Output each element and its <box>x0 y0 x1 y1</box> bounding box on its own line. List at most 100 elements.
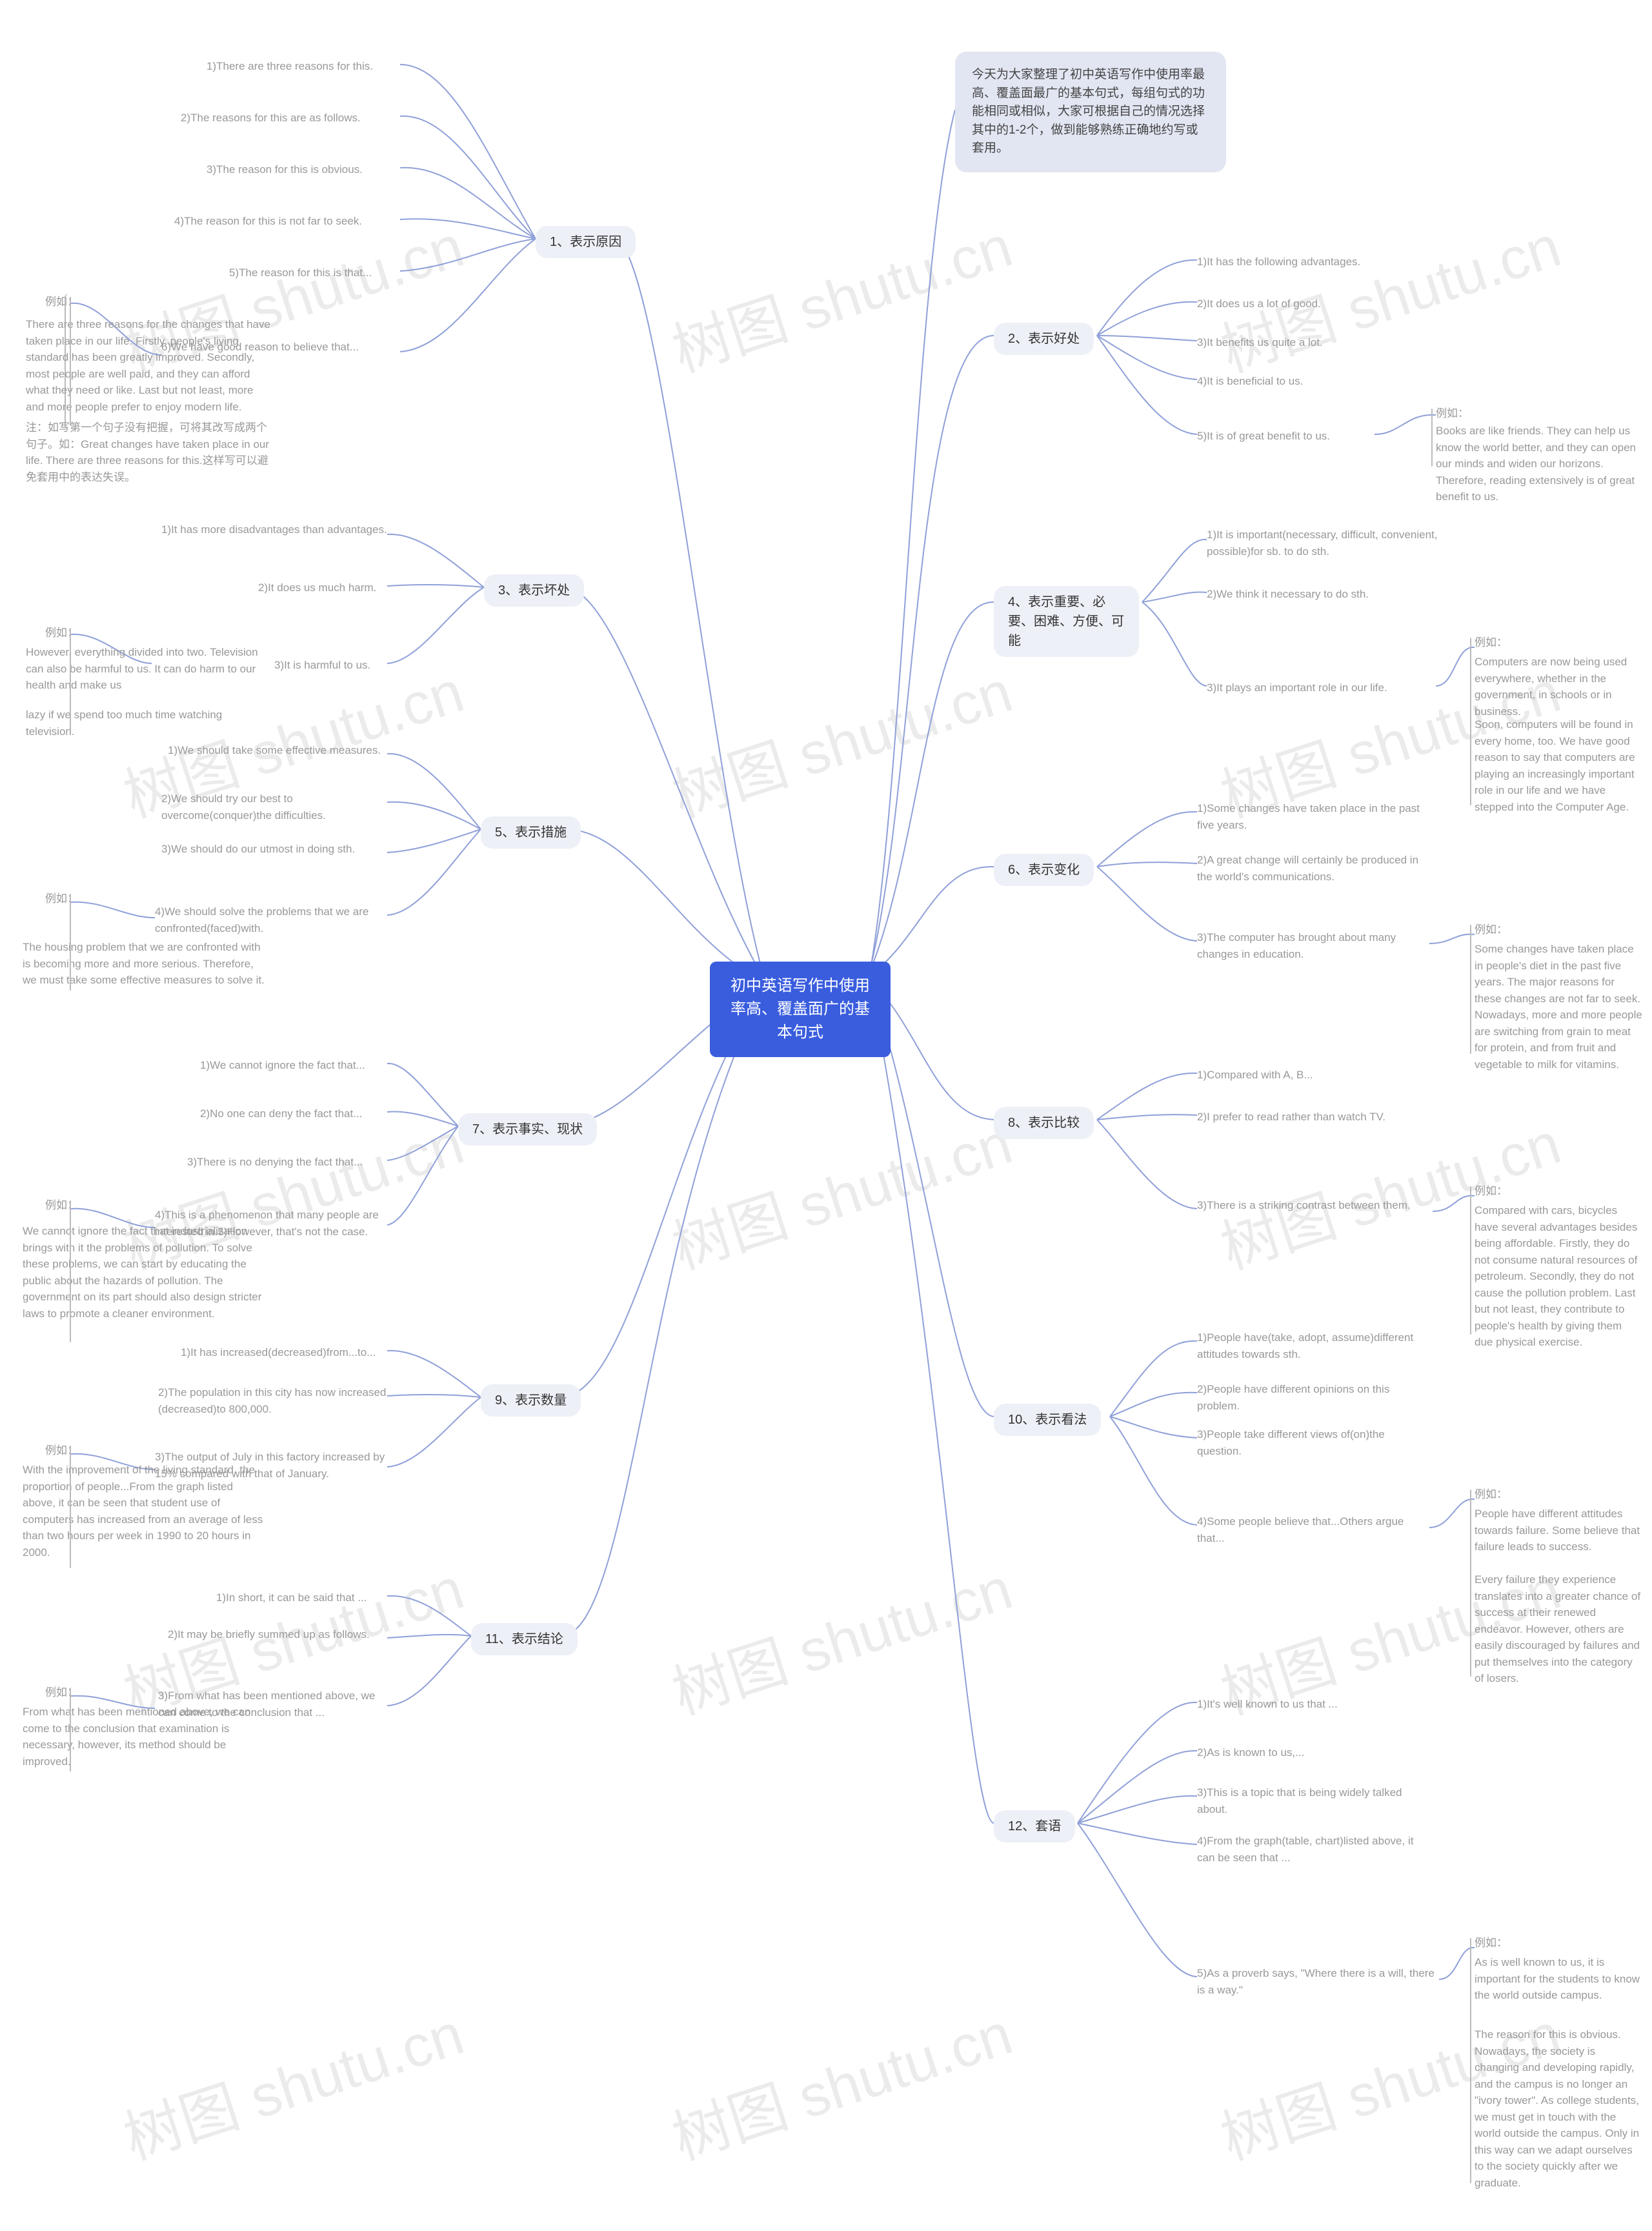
leaf-6-2: 2)A great change will certainly be produ… <box>1197 852 1429 885</box>
leaf-1-1: 1)There are three reasons for this. <box>206 58 373 75</box>
example-label-10: 例如： <box>1475 1486 1507 1503</box>
leaf-10-4: 4)Some people believe that...Others argu… <box>1197 1513 1429 1546</box>
leaf-8-3: 3)There is a striking contrast between t… <box>1197 1197 1429 1214</box>
bracket-b8 <box>1470 1186 1471 1335</box>
leaf-8-2: 2)I prefer to read rather than watch TV. <box>1197 1109 1385 1126</box>
leaf-6-3: 3)The computer has brought about many ch… <box>1197 929 1429 962</box>
example-body-10a: People have different attitudes towards … <box>1475 1506 1642 1555</box>
center-node: 初中英语写作中使用率高、覆盖面广的基本句式 <box>710 962 891 1057</box>
branch-11: 11、表示结论 <box>471 1623 578 1655</box>
example-body-12a: As is well known to us, it is important … <box>1475 1954 1642 2004</box>
branch-2: 2、表示好处 <box>994 323 1094 355</box>
bracket-b2 <box>1431 409 1433 467</box>
leaf-2-5: 5)It is of great benefit to us. <box>1197 428 1330 445</box>
example-label-2: 例如： <box>1436 405 1469 422</box>
note-1: 注：如写第一个句子没有把握，可将其改写成两个句子。如：Great changes… <box>26 419 271 485</box>
leaf-2-3: 3)It benefits us quite a lot. <box>1197 334 1323 351</box>
example-body-7: We cannot ignore the fact that industria… <box>23 1223 268 1322</box>
watermark: 树图 shutu.cn <box>660 199 1021 388</box>
example-body-6: Some changes have taken place in people'… <box>1475 941 1642 1073</box>
bracket-b11 <box>70 1688 71 1772</box>
leaf-3-2: 2)It does us much harm. <box>258 580 376 596</box>
branch-7: 7、表示事实、现状 <box>458 1113 597 1146</box>
bracket-b6 <box>1470 925 1471 1054</box>
leaf-8-1: 1)Compared with A, B... <box>1197 1067 1313 1084</box>
branch-4: 4、表示重要、必要、困难、方便、可能 <box>994 586 1139 657</box>
branch-5: 5、表示措施 <box>481 816 581 849</box>
watermark: 树图 shutu.cn <box>660 1096 1021 1285</box>
leaf-5-4: 4)We should solve the problems that we a… <box>155 904 387 936</box>
example-body-5: The housing problem that we are confront… <box>23 939 268 989</box>
leaf-12-5: 5)As a proverb says, "Where there is a w… <box>1197 1965 1436 1998</box>
leaf-12-4: 4)From the graph(table, chart)listed abo… <box>1197 1833 1429 1866</box>
branch-9: 9、表示数量 <box>481 1384 581 1417</box>
leaf-5-1: 1)We should take some effective measures… <box>168 742 387 759</box>
leaf-2-1: 1)It has the following advantages. <box>1197 254 1360 270</box>
branch-3: 3、表示坏处 <box>484 574 584 607</box>
leaf-12-3: 3)This is a topic that is being widely t… <box>1197 1784 1429 1817</box>
watermark: 树图 shutu.cn <box>112 1987 472 2175</box>
example-label-4: 例如： <box>1475 634 1507 651</box>
example-label-5: 例如： <box>45 891 78 907</box>
branch-6: 6、表示变化 <box>994 854 1094 886</box>
bracket-b9 <box>70 1446 71 1568</box>
watermark: 树图 shutu.cn <box>1209 199 1569 388</box>
watermark: 树图 shutu.cn <box>660 1542 1021 1730</box>
leaf-2-4: 4)It is beneficial to us. <box>1197 373 1303 390</box>
leaf-7-2: 2)No one can deny the fact that... <box>200 1105 362 1122</box>
watermark: 树图 shutu.cn <box>660 1987 1021 2175</box>
example-body-4a: Computers are now being used everywhere,… <box>1475 654 1642 720</box>
bracket-b4 <box>1470 638 1471 805</box>
bracket-b5 <box>70 894 71 991</box>
branch-12: 12、套语 <box>994 1810 1075 1842</box>
intro-node: 今天为大家整理了初中英语写作中使用率最高、覆盖面最广的基本句式，每组句式的功能相… <box>955 52 1226 172</box>
leaf-10-1: 1)People have(take, adopt, assume)differ… <box>1197 1329 1429 1362</box>
example-body-10b: Every failure they experience translates… <box>1475 1571 1642 1687</box>
leaf-5-2: 2)We should try our best to overcome(con… <box>161 791 387 823</box>
bracket-b3 <box>70 628 71 731</box>
example-body-4b: Soon, computers will be found in every h… <box>1475 716 1642 815</box>
watermark: 树图 shutu.cn <box>660 645 1021 833</box>
example-body-3b: lazy if we spend too much time watching … <box>26 707 265 740</box>
leaf-7-3: 3)There is no denying the fact that... <box>187 1154 363 1171</box>
bracket-b7 <box>70 1200 71 1342</box>
example-body-11: From what has been mentioned above, we c… <box>23 1704 268 1770</box>
example-body-3a: However, everything divided into two. Te… <box>26 644 265 694</box>
leaf-1-5: 5)The reason for this is that... <box>229 265 372 281</box>
leaf-10-3: 3)People take different views of(on)the … <box>1197 1426 1429 1459</box>
example-label-3: 例如： <box>45 625 78 641</box>
example-label-1: 例如： <box>45 294 78 310</box>
example-label-12: 例如： <box>1475 1935 1507 1952</box>
leaf-11-2: 2)It may be briefly summed up as follows… <box>168 1626 387 1643</box>
example-label-7: 例如： <box>45 1197 78 1214</box>
leaf-7-1: 1)We cannot ignore the fact that... <box>200 1057 365 1074</box>
leaf-9-2: 2)The population in this city has now in… <box>158 1384 387 1417</box>
leaf-3-1: 1)It has more disadvantages than advanta… <box>161 521 387 538</box>
leaf-1-2: 2)The reasons for this are as follows. <box>181 110 361 126</box>
leaf-3-3: 3)It is harmful to us. <box>274 657 370 674</box>
leaf-6-1: 1)Some changes have taken place in the p… <box>1197 800 1429 833</box>
leaf-10-2: 2)People have different opinions on this… <box>1197 1381 1429 1414</box>
leaf-4-1: 1)It is important(necessary, difficult, … <box>1207 527 1439 560</box>
example-label-8: 例如： <box>1475 1183 1507 1200</box>
example-body-12b: The reason for this is obvious. Nowadays… <box>1475 2026 1642 2191</box>
example-body-9: With the improvement of the living stand… <box>23 1462 268 1560</box>
branch-8: 8、表示比较 <box>994 1107 1094 1139</box>
leaf-4-2: 2)We think it necessary to do sth. <box>1207 586 1369 603</box>
example-label-6: 例如： <box>1475 922 1507 938</box>
example-label-11: 例如： <box>45 1684 78 1701</box>
bracket-b12 <box>1470 1938 1471 2183</box>
leaf-9-1: 1)It has increased(decreased)from...to..… <box>181 1344 376 1361</box>
example-body-1: There are three reasons for the changes … <box>26 316 271 415</box>
leaf-12-1: 1)It's well known to us that ... <box>1197 1696 1338 1713</box>
leaf-4-3: 3)It plays an important role in our life… <box>1207 680 1387 696</box>
leaf-5-3: 3)We should do our utmost in doing sth. <box>161 841 387 858</box>
bracket-b1 <box>70 297 71 426</box>
leaf-12-2: 2)As is known to us,... <box>1197 1744 1304 1761</box>
leaf-1-4: 4)The reason for this is not far to seek… <box>174 213 362 230</box>
leaf-2-2: 2)It does us a lot of good. <box>1197 296 1321 312</box>
branch-10: 10、表示看法 <box>994 1404 1101 1436</box>
example-body-2: Books are like friends. They can help us… <box>1436 423 1642 505</box>
leaf-11-1: 1)In short, it can be said that ... <box>216 1590 367 1606</box>
leaf-1-3: 3)The reason for this is obvious. <box>206 161 363 178</box>
